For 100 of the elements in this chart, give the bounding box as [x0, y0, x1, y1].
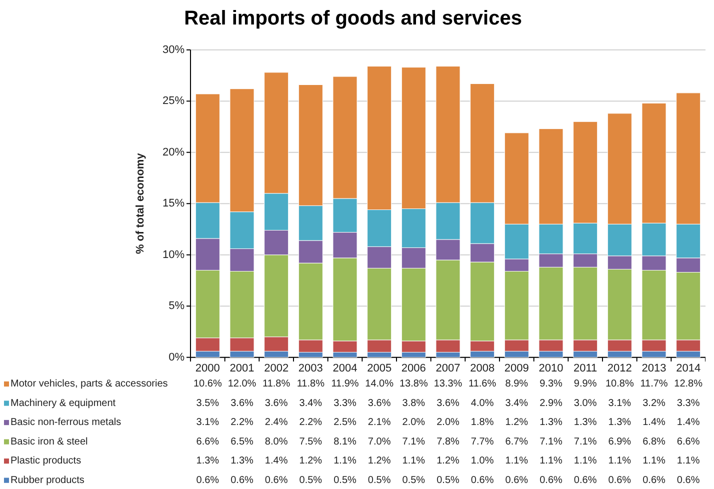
- x-tick-label: 2005: [367, 362, 392, 375]
- data-label: 0.5%: [436, 474, 460, 486]
- data-label: 3.5%: [196, 398, 220, 409]
- y-tick-label: 10%: [162, 248, 185, 261]
- data-label: 1.2%: [436, 456, 460, 467]
- data-label: 3.6%: [368, 398, 391, 409]
- data-label: 6.6%: [196, 436, 220, 448]
- data-label: 6.8%: [642, 436, 666, 448]
- x-tick-label: 2010: [538, 362, 564, 375]
- data-label: 6.5%: [230, 436, 254, 448]
- x-tick-label: 2002: [264, 362, 289, 375]
- data-label: 3.0%: [574, 398, 597, 409]
- data-label: 1.3%: [196, 456, 220, 467]
- data-label: 0.6%: [608, 474, 632, 486]
- data-label: 14.0%: [365, 378, 394, 390]
- x-tick-label: 2001: [230, 362, 254, 375]
- x-tick-label: 2007: [436, 362, 460, 375]
- data-label: 1.1%: [402, 456, 426, 467]
- data-label: 1.1%: [676, 456, 700, 467]
- data-label: 11.9%: [331, 378, 359, 390]
- data-label: 3.4%: [299, 398, 322, 409]
- data-label: 10.6%: [193, 378, 222, 390]
- data-label: 8.9%: [505, 378, 528, 390]
- data-label: 1.2%: [505, 417, 528, 428]
- y-tick-label: 0%: [168, 351, 185, 364]
- data-label: 0.6%: [196, 474, 220, 486]
- y-axis-title: % of total economy: [134, 152, 146, 254]
- data-label: 7.1%: [402, 436, 426, 448]
- data-label: 13.8%: [399, 378, 428, 390]
- data-label: 3.3%: [334, 398, 357, 409]
- data-label: 0.5%: [368, 474, 391, 486]
- data-label: 0.5%: [299, 474, 322, 486]
- data-label: 7.0%: [368, 436, 391, 448]
- data-label: 4.0%: [470, 398, 494, 409]
- data-label: 1.3%: [574, 417, 597, 428]
- data-label: 7.7%: [470, 436, 494, 448]
- data-label: 1.4%: [264, 456, 288, 467]
- data-label: 3.8%: [402, 398, 426, 409]
- x-tick-label: 2012: [607, 362, 632, 375]
- data-label: 3.6%: [264, 398, 288, 409]
- x-tick-label: 2006: [401, 362, 426, 375]
- data-label: 0.6%: [540, 474, 563, 486]
- data-label: 1.2%: [368, 456, 391, 467]
- data-label: 11.8%: [262, 378, 290, 390]
- data-label: 3.6%: [230, 398, 254, 409]
- x-tick-label: 2004: [332, 362, 358, 375]
- data-label: 1.1%: [505, 456, 528, 467]
- data-label: 0.6%: [230, 474, 254, 486]
- data-label: 1.2%: [299, 456, 322, 467]
- x-tick-label: 2013: [642, 362, 666, 375]
- data-label: 12.8%: [674, 378, 703, 390]
- data-label: 3.3%: [676, 398, 700, 409]
- y-tick-label: 15%: [162, 198, 185, 210]
- x-tick-label: 2003: [298, 362, 323, 375]
- data-label: 0.5%: [402, 474, 426, 486]
- data-label: 0.6%: [264, 474, 288, 486]
- data-label: 7.5%: [299, 436, 322, 448]
- y-tick-label: 30%: [162, 44, 185, 56]
- data-label: 2.5%: [334, 417, 357, 428]
- data-label: 11.6%: [468, 378, 496, 390]
- data-label: 9.9%: [574, 378, 597, 390]
- data-label: 2.2%: [299, 417, 322, 428]
- data-label: 2.1%: [368, 417, 391, 428]
- data-label: 1.3%: [540, 417, 563, 428]
- data-label: 3.1%: [196, 417, 220, 428]
- data-label: 1.3%: [230, 456, 254, 467]
- data-label: 1.4%: [676, 417, 700, 428]
- y-tick-label: 20%: [162, 146, 185, 158]
- legend-label: Basic iron & steel: [10, 436, 88, 448]
- data-label: 7.1%: [574, 436, 597, 448]
- legend-label: Motor vehicles, parts & accessories: [10, 378, 168, 390]
- data-label: 8.0%: [264, 436, 288, 448]
- data-label: 8.1%: [334, 436, 357, 448]
- data-label: 1.1%: [574, 456, 597, 467]
- data-label: 3.6%: [436, 398, 460, 409]
- data-label: 6.6%: [676, 436, 700, 448]
- data-label: 7.1%: [540, 436, 563, 448]
- legend-label: Rubber products: [10, 474, 84, 486]
- data-label: 2.0%: [436, 417, 460, 428]
- data-label: 3.1%: [608, 398, 632, 409]
- data-label: 12.0%: [228, 378, 256, 390]
- legend-label: Machinery & equipment: [10, 398, 116, 409]
- data-label: 9.3%: [540, 378, 563, 390]
- y-tick-label: 5%: [168, 300, 185, 312]
- data-label: 2.4%: [264, 417, 288, 428]
- legend-label: Plastic products: [10, 456, 82, 467]
- legend-label: Basic non-ferrous metals: [10, 417, 122, 428]
- data-label: 1.3%: [608, 417, 632, 428]
- data-label: 6.7%: [505, 436, 528, 448]
- data-label: 6.9%: [608, 436, 632, 448]
- data-label: 13.3%: [434, 378, 462, 390]
- x-tick-label: 2011: [574, 362, 598, 375]
- y-tick-label: 25%: [162, 95, 185, 108]
- data-label: 2.2%: [230, 417, 254, 428]
- data-label: 1.8%: [470, 417, 494, 428]
- data-label: 1.1%: [642, 456, 666, 467]
- data-label: 10.8%: [605, 378, 634, 390]
- data-label: 1.4%: [642, 417, 666, 428]
- data-label: 3.4%: [505, 398, 528, 409]
- data-label: 2.0%: [402, 417, 426, 428]
